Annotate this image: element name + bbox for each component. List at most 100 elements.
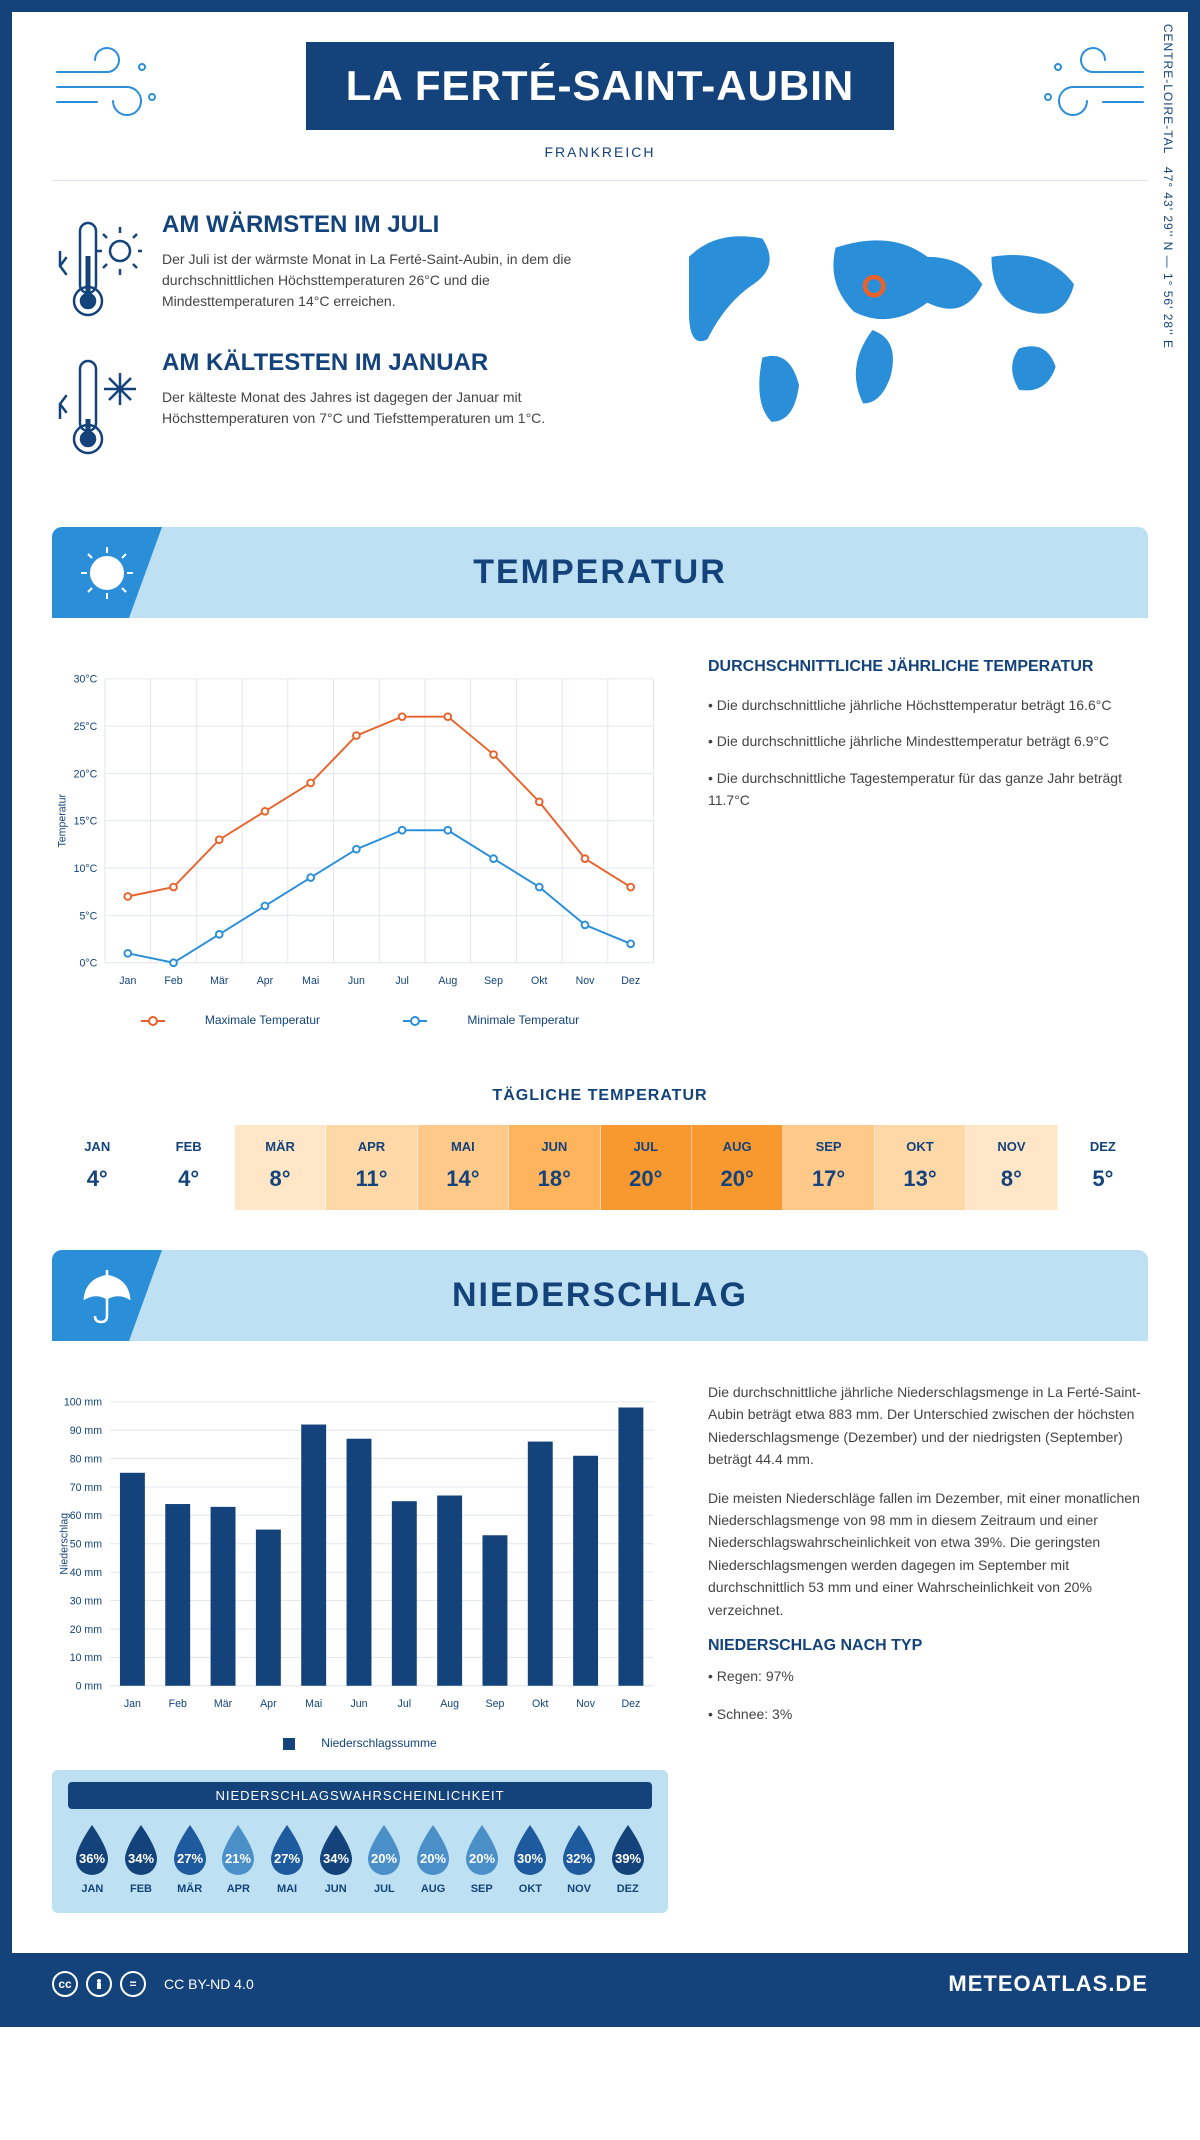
daily-cell: JAN4° [52, 1125, 143, 1210]
thermometer-cold-icon [52, 349, 142, 459]
warmest-text: Der Juli ist der wärmste Monat in La Fer… [162, 249, 585, 312]
daily-cell: NOV8° [966, 1125, 1057, 1210]
country-label: FRANKREICH [52, 144, 1148, 160]
svg-text:39%: 39% [615, 1851, 641, 1866]
svg-text:20 mm: 20 mm [70, 1624, 103, 1636]
probability-drop: 20%AUG [409, 1823, 458, 1895]
city-title: LA FERTÉ-SAINT-AUBIN [346, 62, 854, 110]
svg-text:10 mm: 10 mm [70, 1652, 103, 1664]
svg-text:25°C: 25°C [74, 721, 98, 733]
precipitation-legend: Niederschlagssumme [52, 1736, 668, 1750]
wind-icon-left [52, 47, 172, 117]
probability-drop: 27%MAI [263, 1823, 312, 1895]
daily-cell: APR11° [326, 1125, 417, 1210]
daily-temperature-grid: JAN4°FEB4°MÄR8°APR11°MAI14°JUN18°JUL20°A… [52, 1125, 1148, 1210]
svg-text:Dez: Dez [621, 1698, 640, 1710]
svg-text:Mär: Mär [214, 1698, 233, 1710]
temperature-body: 0°C5°C10°C15°C20°C25°C30°CJanFebMärAprMa… [12, 618, 1188, 1067]
intro-section: AM WÄRMSTEN IM JULI Der Juli ist der wär… [12, 181, 1188, 517]
daily-cell: MÄR8° [235, 1125, 326, 1210]
svg-text:20%: 20% [420, 1851, 446, 1866]
temp-bullet-2: • Die durchschnittliche jährliche Mindes… [708, 730, 1148, 752]
daily-cell: FEB4° [143, 1125, 234, 1210]
nd-icon: = [120, 1971, 146, 1997]
warmest-block: AM WÄRMSTEN IM JULI Der Juli ist der wär… [52, 211, 585, 321]
by-icon [86, 1971, 112, 1997]
umbrella-corner-icon [52, 1250, 162, 1341]
precipitation-body: 0 mm10 mm20 mm30 mm40 mm50 mm60 mm70 mm8… [12, 1341, 1188, 1953]
license-text: CC BY-ND 4.0 [164, 1976, 254, 1992]
probability-drop: 39%DEZ [603, 1823, 652, 1895]
svg-text:Nov: Nov [576, 975, 596, 987]
daily-cell: OKT13° [875, 1125, 966, 1210]
daily-cell: SEP17° [783, 1125, 874, 1210]
daily-cell: JUL20° [601, 1125, 692, 1210]
svg-text:Mär: Mär [210, 975, 229, 987]
svg-text:Jan: Jan [124, 1698, 141, 1710]
svg-text:Feb: Feb [164, 975, 182, 987]
svg-text:40 mm: 40 mm [70, 1567, 103, 1579]
svg-text:0 mm: 0 mm [76, 1681, 103, 1693]
thermometer-hot-icon [52, 211, 142, 321]
precipitation-bar-chart: 0 mm10 mm20 mm30 mm40 mm50 mm60 mm70 mm8… [52, 1381, 668, 1721]
sun-corner-icon [52, 527, 162, 618]
temperature-chart-col: 0°C5°C10°C15°C20°C25°C30°CJanFebMärAprMa… [52, 658, 668, 1027]
probability-drop: 30%OKT [506, 1823, 555, 1895]
svg-text:36%: 36% [79, 1851, 105, 1866]
probability-drop: 32%NOV [555, 1823, 604, 1895]
precip-rain: • Regen: 97% [708, 1665, 1148, 1687]
svg-text:15°C: 15°C [74, 816, 98, 828]
svg-text:Apr: Apr [260, 1698, 277, 1710]
precip-snow: • Schnee: 3% [708, 1703, 1148, 1725]
svg-text:90 mm: 90 mm [70, 1425, 103, 1437]
svg-text:60 mm: 60 mm [70, 1510, 103, 1522]
precip-p2: Die meisten Niederschläge fallen im Deze… [708, 1487, 1148, 1621]
world-map-icon [615, 211, 1148, 431]
header: LA FERTÉ-SAINT-AUBIN FRANKREICH [12, 12, 1188, 180]
probability-drop: 34%FEB [117, 1823, 166, 1895]
svg-text:100 mm: 100 mm [64, 1397, 102, 1409]
svg-text:32%: 32% [566, 1851, 592, 1866]
probability-drop: 36%JAN [68, 1823, 117, 1895]
temperature-section-header: TEMPERATUR [52, 527, 1148, 618]
temperature-summary: DURCHSCHNITTLICHE JÄHRLICHE TEMPERATUR •… [708, 658, 1148, 1027]
svg-text:30 mm: 30 mm [70, 1595, 103, 1607]
coordinates-label: CENTRE-LOIRE-TAL 47° 43' 29'' N — 1° 56'… [1161, 24, 1175, 349]
svg-text:20%: 20% [469, 1851, 495, 1866]
svg-text:70 mm: 70 mm [70, 1482, 103, 1494]
daily-cell: AUG20° [692, 1125, 783, 1210]
daily-cell: MAI14° [418, 1125, 509, 1210]
coldest-title: AM KÄLTESTEN IM JANUAR [162, 349, 585, 377]
temp-bullet-1: • Die durchschnittliche jährliche Höchst… [708, 694, 1148, 716]
temp-summary-title: DURCHSCHNITTLICHE JÄHRLICHE TEMPERATUR [708, 658, 1148, 676]
precip-type-title: NIEDERSCHLAG NACH TYP [708, 1637, 1148, 1655]
probability-drop: 34%JUN [311, 1823, 360, 1895]
svg-text:27%: 27% [274, 1851, 300, 1866]
svg-text:Aug: Aug [440, 1698, 459, 1710]
svg-text:0°C: 0°C [79, 958, 97, 970]
svg-text:Niederschlag: Niederschlag [58, 1513, 70, 1575]
svg-text:Jan: Jan [119, 975, 136, 987]
svg-text:34%: 34% [128, 1851, 154, 1866]
precipitation-chart-col: 0 mm10 mm20 mm30 mm40 mm50 mm60 mm70 mm8… [52, 1381, 668, 1913]
cc-icon: cc [52, 1971, 78, 1997]
svg-text:Jul: Jul [395, 975, 409, 987]
svg-text:Dez: Dez [621, 975, 640, 987]
svg-text:27%: 27% [177, 1851, 203, 1866]
svg-text:Jul: Jul [398, 1698, 412, 1710]
daily-title: TÄGLICHE TEMPERATUR [12, 1087, 1188, 1105]
svg-text:Sep: Sep [486, 1698, 505, 1710]
svg-text:21%: 21% [225, 1851, 251, 1866]
svg-text:10°C: 10°C [74, 863, 98, 875]
svg-text:80 mm: 80 mm [70, 1453, 103, 1465]
svg-text:Jun: Jun [348, 975, 365, 987]
temperature-title: TEMPERATUR [92, 553, 1108, 592]
footer: cc = CC BY-ND 4.0 METEOATLAS.DE [12, 1953, 1188, 2015]
daily-cell: DEZ5° [1058, 1125, 1148, 1210]
title-bar: LA FERTÉ-SAINT-AUBIN [306, 42, 894, 130]
intro-left: AM WÄRMSTEN IM JULI Der Juli ist der wär… [52, 211, 585, 487]
probability-title: NIEDERSCHLAGSWAHRSCHEINLICHKEIT [68, 1782, 652, 1809]
temperature-legend: Maximale Temperatur Minimale Temperatur [52, 1013, 668, 1027]
svg-text:34%: 34% [323, 1851, 349, 1866]
brand-label: METEOATLAS.DE [948, 1971, 1148, 1997]
